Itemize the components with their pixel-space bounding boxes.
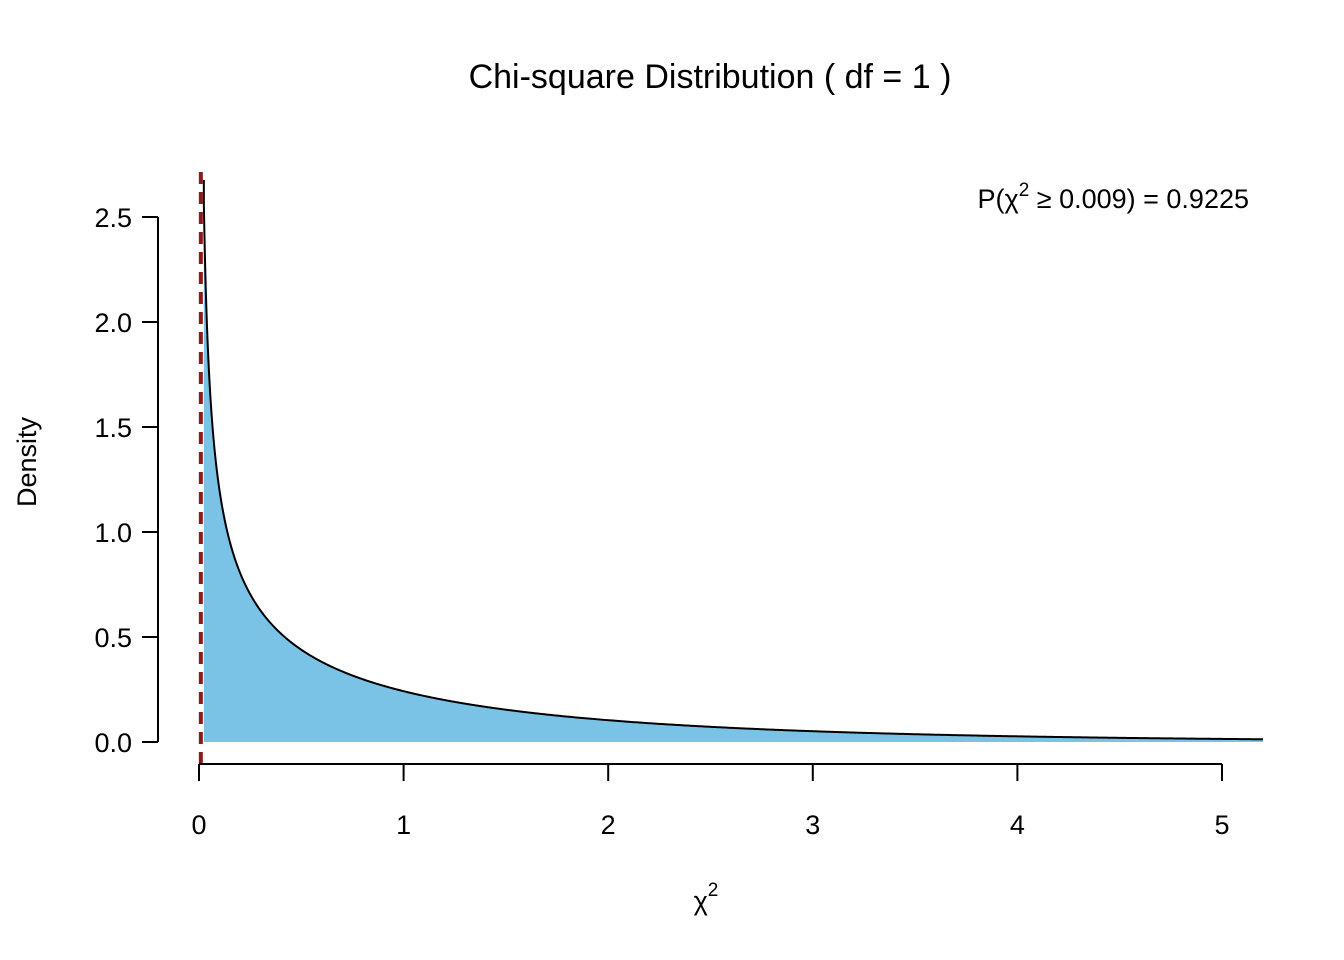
chart-title: Chi-square Distribution ( df = 1 )	[469, 58, 952, 96]
density-curve	[202, 180, 1263, 741]
x-tick-label: 3	[805, 810, 820, 840]
x-axis-label: χ2	[694, 880, 719, 916]
tail-area-fill	[203, 180, 1263, 742]
annotation-prefix: P(χ	[978, 184, 1019, 214]
axes-layer: 0.0 0.5 1.0 1.5 2.0 2.5 0 1 2 3 4 5	[94, 203, 1229, 840]
x-tick-label: 4	[1010, 810, 1025, 840]
x-tick-label: 1	[396, 810, 411, 840]
x-tick-label: 2	[601, 810, 616, 840]
y-axis-label: Density	[12, 416, 42, 507]
annotation-superscript: 2	[1019, 180, 1030, 201]
y-tick-label: 2.5	[94, 203, 132, 233]
y-tick-label: 2.0	[94, 308, 132, 338]
y-tick-label: 0.5	[94, 623, 132, 653]
annotation-suffix: ≥ 0.009) = 0.9225	[1029, 184, 1249, 214]
x-tick-label: 5	[1214, 810, 1229, 840]
density-area-layer	[198, 172, 1263, 765]
y-tick-label: 1.5	[94, 413, 132, 443]
x-axis-label-symbol: χ	[694, 886, 708, 916]
y-tick-label: 0.0	[94, 728, 132, 758]
x-tick-label: 0	[191, 810, 206, 840]
probability-annotation: P(χ2 ≥ 0.009) = 0.9225	[978, 180, 1250, 214]
x-axis-label-superscript: 2	[708, 880, 719, 901]
y-tick-label: 1.0	[94, 518, 132, 548]
